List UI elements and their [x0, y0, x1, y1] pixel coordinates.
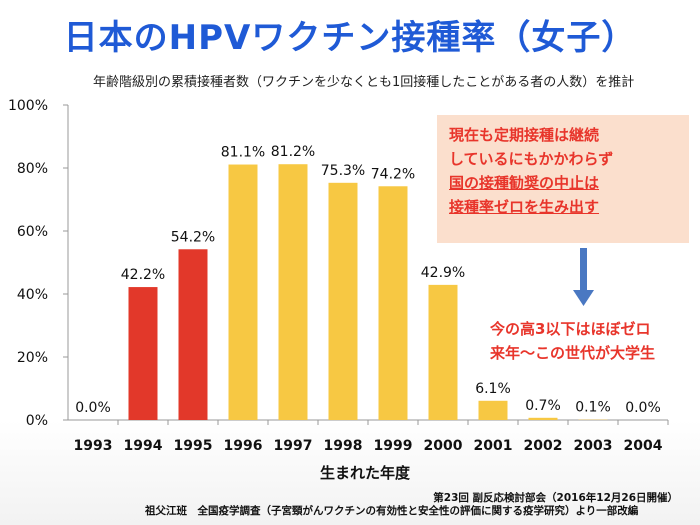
y-tick-label: 60% [17, 224, 48, 240]
annotation-note: 今の高3以下はほぼゼロ 来年～この世代が大学生 [490, 317, 700, 365]
x-tick-label-2003: 2003 [574, 438, 613, 454]
bar-1996 [228, 164, 258, 420]
note-line-1: 今の高3以下はほぼゼロ [490, 320, 651, 338]
callout-line-1: 現在も定期接種は継続 [449, 126, 600, 144]
chart-title: 日本のHPVワクチン接種率（女子） [63, 18, 637, 58]
y-tick-label: 80% [17, 161, 48, 177]
x-tick-label-1998: 1998 [324, 438, 363, 454]
data-label-2003: 0.1% [575, 400, 611, 416]
x-tick-label-1994: 1994 [124, 438, 163, 454]
data-label-1993: 0.0% [75, 400, 111, 416]
bar-1998 [328, 182, 358, 420]
x-tick-label-1999: 1999 [374, 438, 413, 454]
x-tick-label-1995: 1995 [174, 438, 213, 454]
source-line-2: 祖父江班 全国疫学調査（子宮頸がんワクチンの有効性と安全性の評価に関する疫学研究… [145, 505, 639, 517]
bar-2001 [478, 400, 508, 420]
data-label-2000: 42.9% [421, 265, 465, 281]
data-label-1998: 75.3% [321, 163, 365, 179]
x-tick-label-1997: 1997 [274, 438, 313, 454]
x-tick-label-2001: 2001 [474, 438, 513, 454]
callout-line-2: しているにもかかわらず [449, 150, 614, 168]
bar-1994 [128, 287, 158, 420]
bar-1997 [278, 164, 308, 420]
data-label-2004: 0.0% [625, 400, 661, 416]
y-tick-label: 0% [26, 413, 48, 429]
y-tick-label: 100% [8, 98, 48, 114]
bar-1995 [178, 249, 208, 420]
bar-1999 [378, 186, 408, 420]
note-line-2: 来年～この世代が大学生 [490, 344, 656, 362]
source-line-1: 第23回 副反応検討部会（2016年12月26日開催） [433, 492, 678, 504]
bar-2000 [428, 284, 458, 420]
callout-box: 現在も定期接種は継続 しているにもかかわらず 国の接種勧奨の中止は 接種率ゼロを… [437, 115, 689, 243]
callout-line-4: 接種率ゼロを生み出す [449, 198, 600, 216]
y-tick-label: 20% [17, 350, 48, 366]
data-label-1997: 81.2% [271, 144, 315, 160]
bar-2002 [528, 417, 558, 420]
data-label-1999: 74.2% [371, 166, 415, 182]
chart-subtitle: 年齢階級別の累積接種者数（ワクチンを少なくとも1回接種したことがある者の人数）を… [93, 75, 635, 90]
x-tick-label-1996: 1996 [224, 438, 263, 454]
x-tick-label-2004: 2004 [624, 438, 663, 454]
data-label-1995: 54.2% [171, 229, 215, 245]
down-arrow-icon [573, 290, 594, 306]
x-tick-label-2002: 2002 [524, 438, 563, 454]
data-label-1994: 42.2% [121, 267, 165, 283]
arrow-shaft [580, 248, 587, 292]
data-label-2001: 6.1% [475, 381, 511, 397]
data-label-2002: 0.7% [525, 398, 561, 414]
callout-line-3: 国の接種勧奨の中止は [449, 174, 600, 192]
x-tick-label-1993: 1993 [74, 438, 113, 454]
x-tick-label-2000: 2000 [424, 438, 463, 454]
x-axis-label: 生まれた年度 [319, 464, 410, 482]
y-tick-label: 40% [17, 287, 48, 303]
data-label-1996: 81.1% [221, 145, 265, 161]
